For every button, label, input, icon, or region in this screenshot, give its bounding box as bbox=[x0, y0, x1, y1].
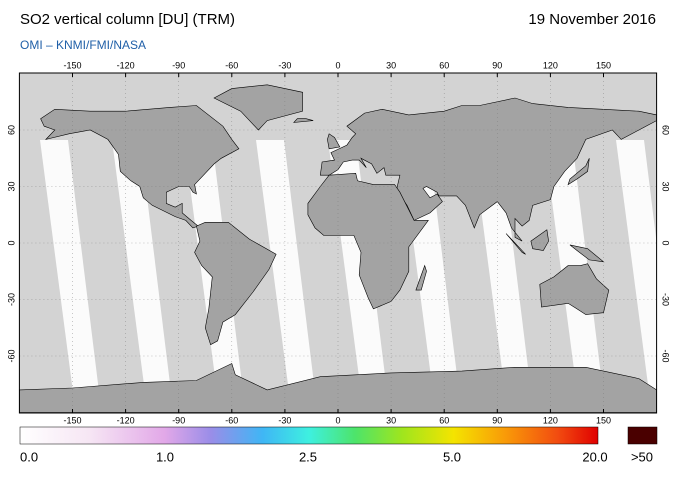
landmass bbox=[293, 118, 314, 123]
lon-label-top: 120 bbox=[543, 60, 558, 70]
colorbar-label: 20.0 bbox=[582, 449, 607, 464]
swath bbox=[256, 140, 316, 400]
swath bbox=[40, 140, 100, 400]
lon-label-bottom: 60 bbox=[439, 415, 449, 425]
colorbar-label: 1.0 bbox=[156, 449, 174, 464]
lon-label-bottom: 150 bbox=[596, 415, 611, 425]
lat-label-left: 30 bbox=[6, 181, 16, 191]
lon-label-top: -150 bbox=[63, 60, 81, 70]
lat-label-right: 30 bbox=[661, 181, 671, 191]
landmass bbox=[194, 222, 277, 346]
lon-label-bottom: 30 bbox=[386, 415, 396, 425]
landmass bbox=[505, 233, 526, 255]
lat-label-right: 60 bbox=[661, 125, 671, 135]
lon-label-top: -30 bbox=[278, 60, 291, 70]
lon-label-bottom: -30 bbox=[278, 415, 291, 425]
lon-label-top: 150 bbox=[596, 60, 611, 70]
lon-label-bottom: 120 bbox=[543, 415, 558, 425]
landmass bbox=[569, 244, 605, 263]
title: SO2 vertical column [DU] (TRM) bbox=[20, 11, 235, 28]
colorbar-label: 2.5 bbox=[299, 449, 317, 464]
landmass bbox=[530, 229, 549, 251]
overflow-box bbox=[627, 426, 658, 445]
colorbar bbox=[19, 426, 599, 445]
landmass bbox=[319, 97, 657, 242]
landmass bbox=[213, 84, 303, 131]
map-area bbox=[19, 73, 657, 413]
lat-label-right: 0 bbox=[661, 240, 671, 245]
lat-label-left: -60 bbox=[6, 349, 16, 362]
colorbar-label: 0.0 bbox=[20, 449, 38, 464]
lon-label-top: -60 bbox=[225, 60, 238, 70]
swath bbox=[616, 140, 657, 400]
landmass bbox=[415, 264, 427, 291]
date: 19 November 2016 bbox=[528, 11, 656, 28]
lon-label-top: 0 bbox=[335, 60, 340, 70]
lon-label-bottom: -60 bbox=[225, 415, 238, 425]
lon-label-top: 30 bbox=[386, 60, 396, 70]
lon-label-top: 60 bbox=[439, 60, 449, 70]
colorbar-label: 5.0 bbox=[443, 449, 461, 464]
lat-label-left: 60 bbox=[6, 125, 16, 135]
overflow-label: >50 bbox=[631, 449, 653, 464]
landmass bbox=[307, 172, 429, 310]
swath bbox=[112, 140, 172, 400]
lon-label-bottom: -90 bbox=[172, 415, 185, 425]
lon-label-bottom: -150 bbox=[63, 415, 81, 425]
landmass bbox=[539, 263, 610, 315]
lat-label-right: -30 bbox=[661, 293, 671, 306]
lon-label-top: 90 bbox=[492, 60, 502, 70]
lat-label-left: 0 bbox=[6, 240, 16, 245]
lat-label-left: -30 bbox=[6, 293, 16, 306]
lat-label-right: -60 bbox=[661, 349, 671, 362]
lon-label-bottom: 90 bbox=[492, 415, 502, 425]
lon-label-bottom: 0 bbox=[335, 415, 340, 425]
landmass bbox=[327, 133, 341, 150]
landmass bbox=[567, 158, 590, 186]
lon-label-top: -90 bbox=[172, 60, 185, 70]
lon-label-bottom: -120 bbox=[117, 415, 135, 425]
lon-label-top: -120 bbox=[117, 60, 135, 70]
subtitle: OMI – KNMI/FMI/NASA bbox=[20, 38, 146, 52]
